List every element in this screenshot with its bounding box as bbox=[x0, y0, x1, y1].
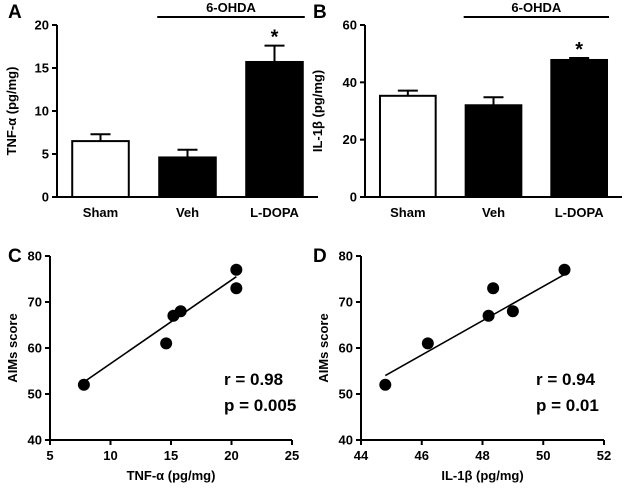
y-axis-title: AIMs score bbox=[316, 313, 331, 382]
significance-star: * bbox=[575, 39, 583, 61]
y-tick-label: 70 bbox=[339, 295, 353, 310]
panel-letter: D bbox=[313, 246, 327, 267]
data-point bbox=[487, 282, 500, 295]
data-point bbox=[160, 337, 173, 350]
stat-text: r = 0.98 bbox=[224, 370, 283, 389]
y-tick-label: 0 bbox=[42, 190, 49, 205]
y-tick-label: 80 bbox=[28, 249, 42, 264]
category-label: Sham bbox=[390, 205, 425, 220]
data-point bbox=[506, 305, 519, 318]
x-tick-label: 48 bbox=[475, 448, 489, 463]
bar-l-dopa bbox=[245, 60, 304, 199]
stat-text: p = 0.01 bbox=[536, 396, 599, 415]
y-tick-label: 70 bbox=[28, 295, 42, 310]
y-axis-title: AIMs score bbox=[5, 313, 20, 382]
y-axis-title: TNF-α (pg/mg) bbox=[4, 67, 19, 156]
panel-d-scatter-plot: D 40 50 60 70 80 AIMs score 44 46 48 50 52 IL-1β (pg… bbox=[313, 246, 611, 483]
panel-b-bar-chart: B 0 20 40 60 IL-1β (pg/mg) Sham Veh L-DOPA * 6-OHD… bbox=[310, 0, 622, 220]
bar-sham bbox=[71, 140, 130, 199]
y-tick-label: 10 bbox=[35, 104, 49, 119]
y-tick-label: 80 bbox=[339, 249, 353, 264]
regression-line bbox=[83, 276, 237, 383]
data-point bbox=[77, 378, 90, 391]
y-tick-label: 40 bbox=[339, 433, 353, 448]
y-tick-label: 60 bbox=[343, 18, 357, 33]
data-point bbox=[482, 309, 495, 322]
panel-letter: A bbox=[8, 2, 22, 23]
x-axis-title: IL-1β (pg/mg) bbox=[441, 468, 523, 483]
x-tick-label: 44 bbox=[354, 448, 369, 463]
y-tick-label: 50 bbox=[339, 387, 353, 402]
x-tick-label: 10 bbox=[103, 448, 117, 463]
x-tick-label: 50 bbox=[536, 448, 550, 463]
data-point bbox=[174, 305, 187, 318]
stat-text: p = 0.005 bbox=[224, 396, 296, 415]
data-point bbox=[421, 337, 434, 350]
y-tick-label: 60 bbox=[28, 341, 42, 356]
y-tick-label: 0 bbox=[350, 190, 357, 205]
category-label: L-DOPA bbox=[555, 205, 604, 220]
panel-a-bar-chart: A 0 5 10 15 20 TNF-α (pg/mg) Sham Veh L-DOPA * 6-OH… bbox=[4, 0, 318, 220]
category-label: Sham bbox=[83, 205, 118, 220]
y-tick-label: 40 bbox=[28, 433, 42, 448]
significance-star: * bbox=[271, 27, 279, 49]
group-label: 6-OHDA bbox=[206, 0, 256, 15]
y-tick-label: 50 bbox=[28, 387, 42, 402]
x-tick-label: 52 bbox=[597, 448, 611, 463]
group-label: 6-OHDA bbox=[511, 0, 561, 15]
y-tick-label: 40 bbox=[343, 75, 357, 90]
x-axis-title: TNF-α (pg/mg) bbox=[127, 468, 216, 483]
x-tick-label: 5 bbox=[46, 448, 53, 463]
category-label: L-DOPA bbox=[250, 205, 299, 220]
panel-c-scatter-plot: C 40 50 60 70 80 AIMs score 5 10 15 20 25 TNF-α (pg/… bbox=[5, 246, 299, 483]
bar-sham bbox=[378, 94, 437, 198]
x-tick-label: 15 bbox=[164, 448, 178, 463]
panel-letter: B bbox=[313, 2, 327, 23]
stat-text: r = 0.94 bbox=[536, 370, 596, 389]
y-tick-label: 15 bbox=[35, 61, 49, 76]
category-label: Veh bbox=[176, 205, 199, 220]
bar-veh bbox=[158, 156, 217, 199]
regression-line bbox=[384, 273, 565, 377]
data-point bbox=[230, 282, 243, 295]
y-axis-title: IL-1β (pg/mg) bbox=[310, 70, 325, 152]
y-tick-label: 5 bbox=[42, 147, 49, 162]
x-tick-label: 25 bbox=[285, 448, 299, 463]
y-tick-label: 20 bbox=[35, 18, 49, 33]
panel-letter: C bbox=[8, 246, 22, 267]
bar-l-dopa bbox=[550, 58, 609, 199]
data-point bbox=[558, 263, 571, 276]
x-tick-label: 20 bbox=[224, 448, 238, 463]
y-tick-label: 60 bbox=[339, 341, 353, 356]
bar-veh bbox=[464, 104, 523, 198]
data-point bbox=[379, 378, 392, 391]
data-point bbox=[230, 263, 243, 276]
category-label: Veh bbox=[482, 205, 505, 220]
y-tick-label: 20 bbox=[343, 132, 357, 147]
x-tick-label: 46 bbox=[415, 448, 429, 463]
